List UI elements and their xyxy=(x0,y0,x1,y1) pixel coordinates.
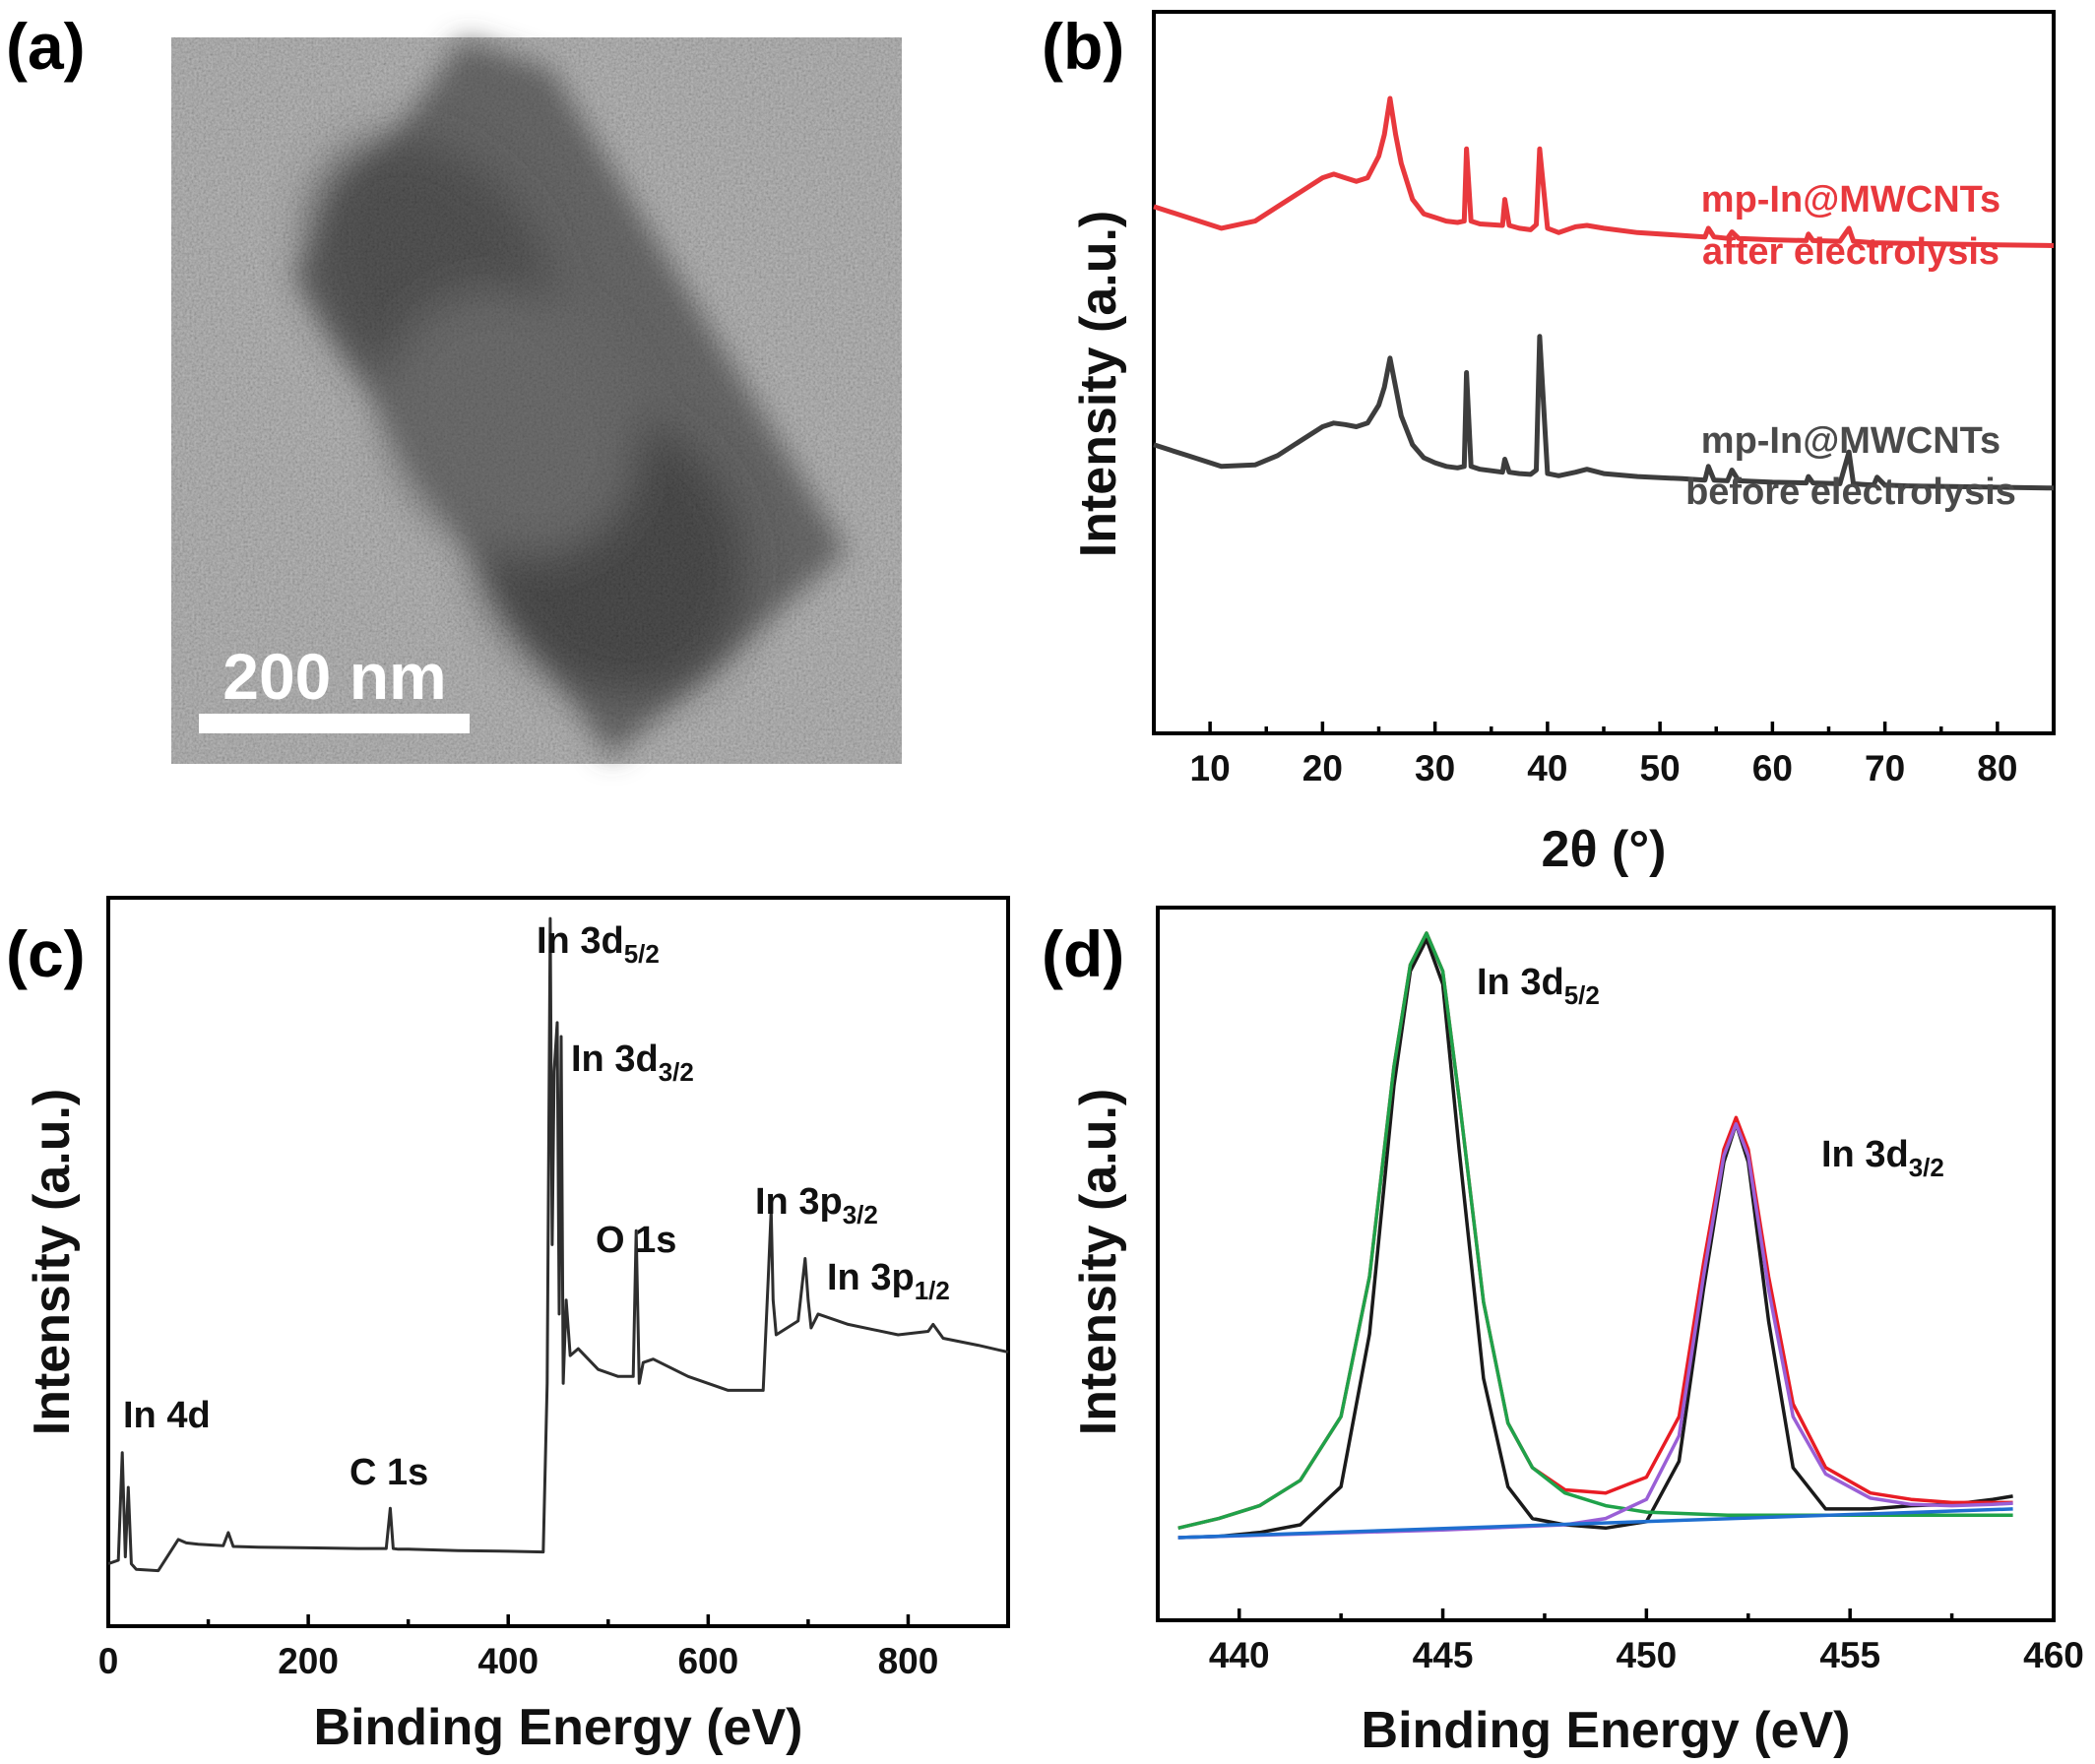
x-tick-label-c-600: 600 xyxy=(677,1641,738,1681)
y-axis-title-d: Intensity (a.u.) xyxy=(1070,1089,1127,1435)
panel-d: (d) 440 445 450 455 460 In 3d5/2 In 3d3/2 Bi… xyxy=(1042,906,2084,1759)
x-axis-title-d: Binding Energy (eV) xyxy=(1362,1702,1851,1759)
x-tick-label-b-30: 30 xyxy=(1415,748,1455,788)
peak-label-in-3p32: In 3p3/2 xyxy=(755,1181,878,1229)
peak-label-in-3d52: In 3d5/2 xyxy=(537,920,660,969)
x-tick-label-c-0: 0 xyxy=(98,1641,119,1681)
series-d-fit-3d3-2 xyxy=(1177,1122,2013,1540)
plot-frame-d xyxy=(1156,906,2056,1622)
x-tick-label-b-40: 40 xyxy=(1527,748,1567,788)
peak-label-d-3d52: In 3d5/2 xyxy=(1477,962,1600,1010)
panel-label-a: (a) xyxy=(6,10,86,83)
x-tick-label-d-450: 450 xyxy=(1616,1635,1677,1675)
tem-image: 200 nm xyxy=(171,37,902,764)
panel-c: (c) 0 200 400 600 800 In 4d C 1s In 3d5/2 In… xyxy=(6,896,1010,1756)
peak-label-in-3d32: In 3d3/2 xyxy=(571,1039,694,1087)
x-tick-label-b-50: 50 xyxy=(1640,748,1681,788)
x-tick-label-b-60: 60 xyxy=(1752,748,1793,788)
plot-area-d xyxy=(1177,931,2013,1540)
x-tick-label-d-445: 445 xyxy=(1413,1635,1474,1675)
series-b-mp-in-mwcnts-after-electrolysis xyxy=(1153,95,2055,248)
x-tick-label-b-70: 70 xyxy=(1865,748,1905,788)
plot-area-c xyxy=(107,916,1009,1573)
panel-a: (a) 200 nm xyxy=(6,10,902,764)
series-c-survey xyxy=(107,916,1009,1573)
x-tick-label-d-460: 460 xyxy=(2023,1635,2084,1675)
panel-label-d: (d) xyxy=(1042,917,1124,990)
x-tick-label-b-20: 20 xyxy=(1302,748,1343,788)
peak-label-in-4d: In 4d xyxy=(123,1395,211,1436)
series-b-mp-in-mwcnts-before-electrolysis xyxy=(1153,334,2055,491)
scale-bar xyxy=(199,714,470,733)
peak-label-in-3p12: In 3p1/2 xyxy=(827,1257,950,1305)
panel-label-b: (b) xyxy=(1042,10,1124,83)
panel-label-c: (c) xyxy=(6,917,86,990)
series-d-envelope xyxy=(1177,931,2013,1531)
panel-b: (b) 10 20 30 40 50 60 70 80 mp-In@MWCNTs after … xyxy=(1042,10,2056,878)
legend-before-line1: mp-In@MWCNTs xyxy=(1701,420,2000,462)
legend-after-line1: mp-In@MWCNTs xyxy=(1701,179,2000,220)
x-axis-d: 440 445 450 455 460 xyxy=(1209,1608,2084,1675)
y-axis-title-c: Intensity (a.u.) xyxy=(24,1089,81,1435)
plot-frame-c xyxy=(106,896,1010,1628)
series-d-fit-3d5-2 xyxy=(1177,931,2013,1531)
x-tick-label-d-440: 440 xyxy=(1209,1635,1270,1675)
x-tick-label-c-200: 200 xyxy=(278,1641,339,1681)
x-tick-label-b-80: 80 xyxy=(1977,748,2017,788)
legend-after-line2: after electrolysis xyxy=(1702,231,2000,273)
series-d-raw xyxy=(1177,937,2013,1540)
x-axis-title-c: Binding Energy (eV) xyxy=(314,1699,803,1756)
x-tick-label-b-10: 10 xyxy=(1190,748,1231,788)
y-axis-title-b: Intensity (a.u.) xyxy=(1070,211,1127,557)
plot-area-b xyxy=(1153,95,2055,491)
series-d-background xyxy=(1177,1507,2013,1540)
x-axis-b: 10 20 30 40 50 60 70 80 xyxy=(1152,722,2056,788)
plot-frame-b xyxy=(1152,10,2056,735)
legend-before-line2: before electrolysis xyxy=(1685,472,2016,513)
x-tick-label-c-400: 400 xyxy=(477,1641,539,1681)
peak-label-c-1s: C 1s xyxy=(349,1452,428,1493)
x-tick-label-d-455: 455 xyxy=(1819,1635,1880,1675)
x-axis-c: 0 200 400 600 800 xyxy=(98,1614,1010,1681)
peak-label-d-3d32: In 3d3/2 xyxy=(1821,1134,1944,1182)
x-axis-title-b: 2θ (°) xyxy=(1542,821,1667,878)
scale-bar-label: 200 nm xyxy=(222,640,446,713)
peak-label-o-1s: O 1s xyxy=(596,1220,676,1261)
x-tick-label-c-800: 800 xyxy=(878,1641,939,1681)
